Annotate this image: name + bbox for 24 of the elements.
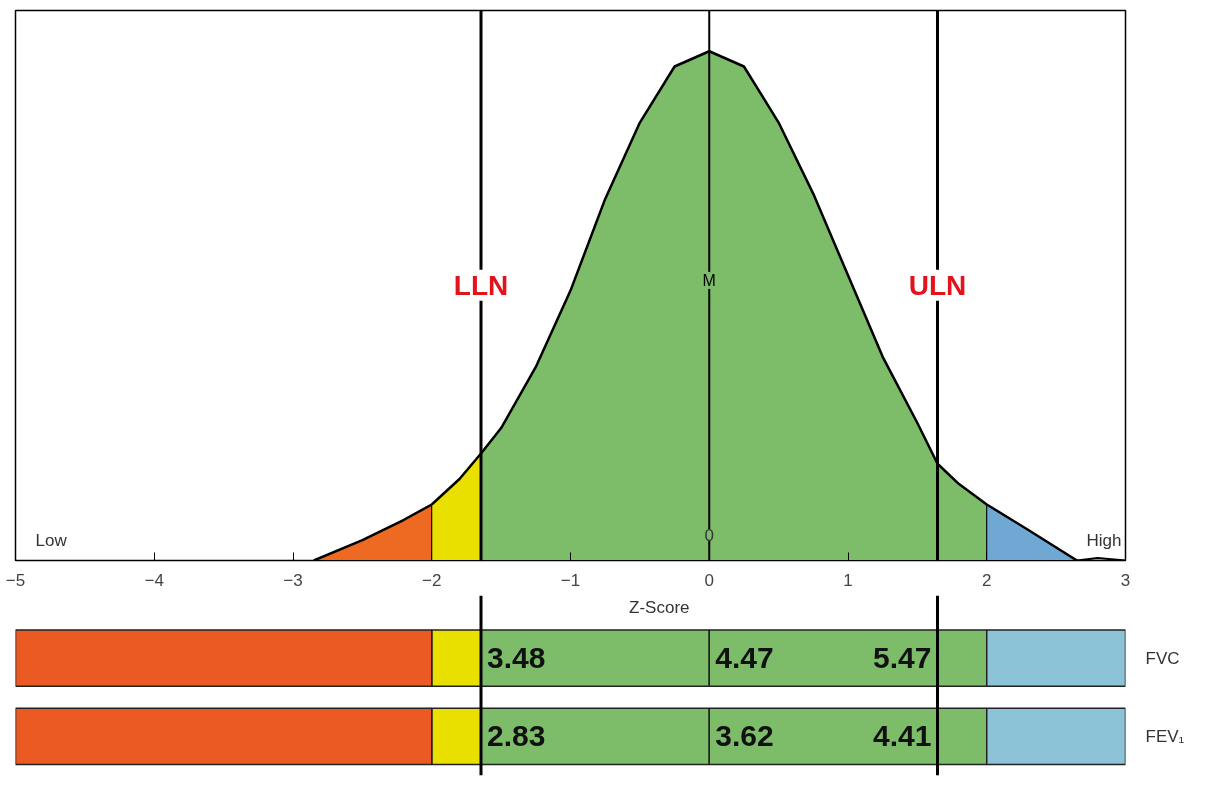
y-tick-label: FEV₁ xyxy=(1145,726,1185,746)
annotation: 5.47 xyxy=(873,641,932,675)
x-tick-label: −4 xyxy=(144,570,164,590)
y-tick-label: FVC xyxy=(1145,648,1180,668)
ref-line-label: LLN xyxy=(453,269,509,301)
x-tick-label: 2 xyxy=(982,570,992,590)
x-tick-label: 3 xyxy=(1120,570,1131,590)
annotation: 4.41 xyxy=(873,719,932,753)
annotation: 3.48 xyxy=(487,641,546,675)
ref-line-label: M xyxy=(702,271,716,289)
x-tick-label: −3 xyxy=(283,570,303,590)
x-tick-label: −2 xyxy=(422,570,442,590)
annotation: 4.47 xyxy=(715,641,774,675)
annotation: 3.62 xyxy=(715,719,774,753)
ref-line-label: ULN xyxy=(908,269,967,301)
x-tick-label: −1 xyxy=(560,570,581,590)
x-axis-title: Z-Score xyxy=(629,597,690,617)
x-tick-label: 0 xyxy=(704,570,714,590)
x-tick-label: −5 xyxy=(5,570,26,590)
annotation: Low xyxy=(35,531,68,551)
annotation: High xyxy=(1086,531,1122,551)
x-tick-label: 1 xyxy=(843,570,853,590)
annotation: 2.83 xyxy=(487,719,546,753)
annotation: 0 xyxy=(704,526,714,546)
